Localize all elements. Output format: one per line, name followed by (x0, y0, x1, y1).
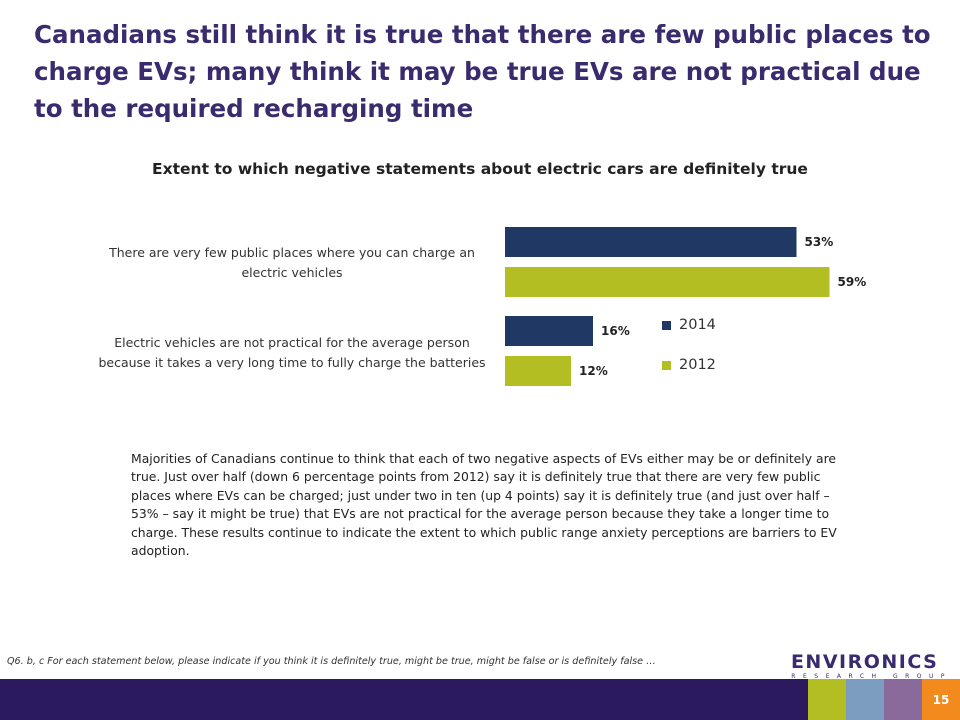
footnote: Q6. b, c For each statement below, pleas… (7, 656, 656, 667)
bar-chart: 53% 16% 59% 12% (505, 227, 867, 386)
summary-text: Majorities of Canadians continue to thin… (131, 451, 837, 559)
category-label-2: Electric vehicles are not practical for … (98, 335, 486, 370)
legend-swatch-2012 (662, 360, 671, 370)
footer-bar (0, 679, 960, 720)
chart-title: Extent to which negative statements abou… (152, 160, 808, 178)
page-number: 15 (922, 679, 960, 720)
data-label-2014-cat1: 53% (805, 235, 834, 249)
data-label-2014-cat2: 16% (601, 324, 630, 338)
footer-block-purple (884, 679, 922, 720)
bar-2012-cat2 (505, 356, 571, 386)
logo-wordmark: ENVIRONICS (790, 651, 939, 673)
legend-item-2012: 2012 (662, 357, 716, 373)
bar-2014-cat1 (505, 227, 797, 257)
data-label-2012-cat1: 59% (838, 275, 867, 289)
category-label-1: There are very few public places where y… (109, 245, 475, 280)
slide-title: Canadians still think it is true that th… (34, 20, 931, 123)
footer-block-blue (846, 679, 884, 720)
data-label-2012-cat2: 12% (579, 364, 608, 378)
bar-2014-cat2 (505, 316, 593, 346)
legend-label-2014: 2014 (679, 317, 716, 333)
legend-item-2014: 2014 (662, 317, 716, 333)
environics-logo: ENVIRONICS RESEARCH GROUP (777, 651, 952, 681)
footer-block-green (808, 679, 846, 720)
legend-label-2012: 2012 (679, 357, 716, 373)
logo-subtitle: RESEARCH GROUP (791, 673, 952, 680)
bar-2012-cat1 (505, 267, 830, 297)
legend-swatch-2014 (662, 320, 671, 330)
